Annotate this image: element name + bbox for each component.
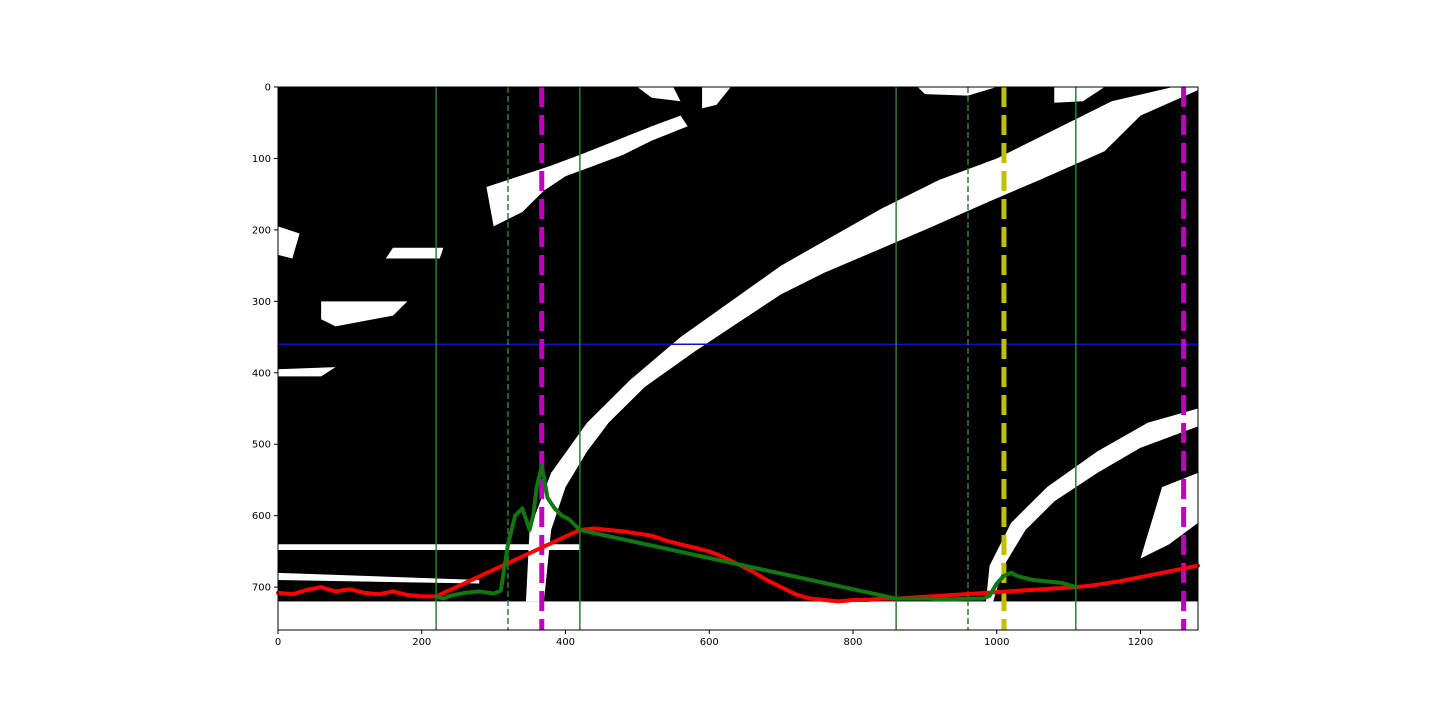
y-tick-label: 200: [252, 225, 271, 236]
blob-left-4: [278, 367, 336, 377]
x-tick-label: 600: [700, 637, 719, 648]
blob-upper-left-1: [486, 115, 688, 227]
x-tick-label: 200: [412, 637, 431, 648]
x-tick-label: 800: [843, 637, 862, 648]
x-tick-label: 0: [275, 637, 281, 648]
x-tick-label: 1000: [984, 637, 1009, 648]
lane-band-right: [985, 408, 1198, 602]
streak-1: [278, 544, 580, 550]
blob-top-1: [637, 87, 681, 102]
blob-top-3: [917, 87, 997, 96]
y-tick-label: 100: [252, 154, 271, 165]
blob-left-1: [278, 226, 300, 259]
axes-frame: [277, 86, 1199, 631]
y-tick-label: 700: [252, 583, 271, 594]
blob-top-2: [702, 87, 731, 109]
x-tick-label: 400: [556, 637, 575, 648]
y-tick-label: 400: [252, 368, 271, 379]
blob-left-2: [385, 247, 444, 259]
series-line-1: [276, 526, 1200, 604]
y-tick-label: 500: [252, 440, 271, 451]
streak-2: [278, 572, 480, 584]
blob-left-3: [321, 301, 408, 327]
y-tick-label: 600: [252, 511, 271, 522]
x-tick-label: 1200: [1128, 637, 1153, 648]
y-tick-label: 0: [265, 83, 271, 94]
series-line-2: [434, 463, 1078, 602]
y-tick-label: 300: [252, 297, 271, 308]
blob-top-4: [1054, 87, 1105, 103]
